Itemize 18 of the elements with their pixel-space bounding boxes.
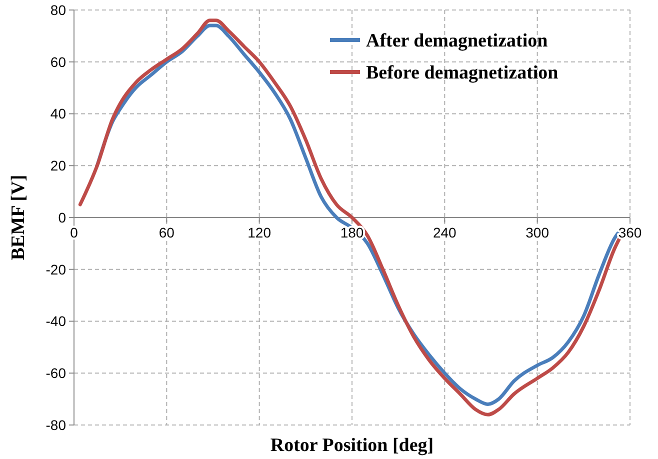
- y-tick-label: -40: [46, 313, 66, 330]
- y-tick-label: 0: [58, 209, 66, 226]
- x-tick-label: 120: [248, 224, 272, 240]
- legend-label: After demagnetization: [366, 30, 548, 52]
- y-tick-label: -20: [46, 261, 66, 278]
- y-tick-label: 80: [50, 2, 66, 18]
- x-tick-label: 300: [526, 224, 550, 240]
- x-tick-label: 60: [158, 224, 175, 240]
- y-tick-label: -80: [46, 416, 66, 433]
- y-axis-title: BEMF [V]: [8, 174, 29, 260]
- y-tick-label: 20: [50, 158, 66, 174]
- y-tick-label: 40: [50, 106, 66, 122]
- x-tick-label: 240: [432, 224, 457, 240]
- x-axis-title: Rotor Position [deg]: [270, 435, 434, 456]
- y-tick-label: 60: [50, 54, 66, 70]
- legend-label: Before demagnetization: [366, 62, 559, 84]
- y-tick-label: -60: [46, 365, 66, 382]
- x-tick-label: 0: [70, 224, 78, 240]
